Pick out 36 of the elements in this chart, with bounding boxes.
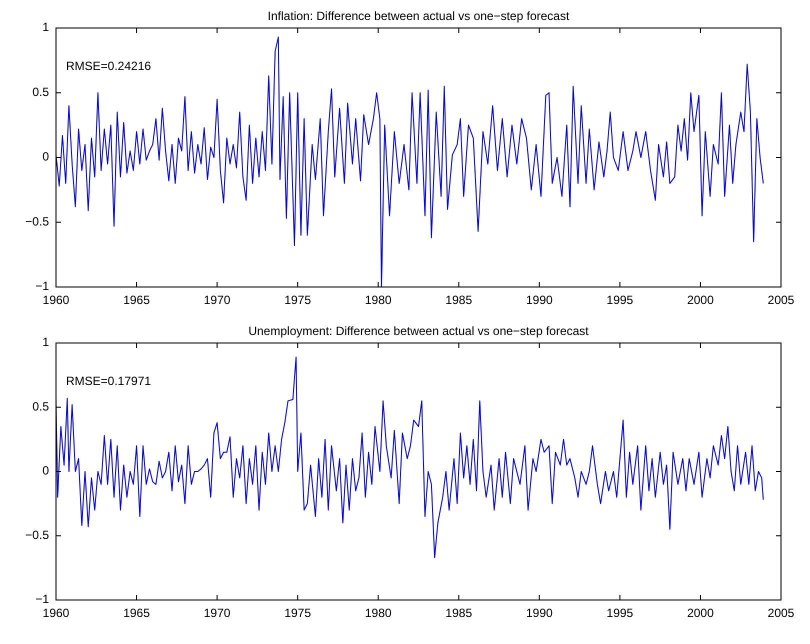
x-tick-label: 1980: [364, 606, 392, 620]
y-tick-label: −0.5: [25, 528, 50, 542]
x-tick-label: 1965: [123, 293, 150, 307]
x-tick-label: 2005: [768, 293, 795, 307]
line-series: [56, 36, 764, 288]
y-tick-label: 0: [42, 464, 50, 478]
x-tick-label: 2000: [687, 606, 714, 620]
annotation: RMSE=0.17971: [66, 374, 152, 388]
x-tick-label: 1995: [606, 293, 634, 307]
x-tick-label: 2005: [768, 606, 795, 620]
x-tick-label: 1960: [42, 606, 70, 620]
y-tick-label: 1: [42, 20, 50, 34]
x-tick-label: 1995: [606, 606, 634, 620]
x-tick-label: 1990: [526, 606, 554, 620]
x-tick-label: 1970: [204, 293, 231, 307]
x-tick-label: 1990: [526, 293, 554, 307]
annotation: RMSE=0.24216: [66, 59, 152, 73]
y-tick-label: 0.5: [32, 399, 50, 414]
chart-title: Inflation: Difference between actual vs one−step forecast: [268, 9, 570, 23]
y-tick-label: 0.5: [32, 84, 50, 99]
x-tick-label: 1985: [445, 606, 472, 620]
y-tick-label: −1: [35, 592, 50, 606]
x-tick-label: 1960: [42, 293, 70, 307]
x-tick-label: 1970: [204, 606, 231, 620]
x-tick-label: 1965: [123, 606, 150, 620]
x-tick-label: 1975: [284, 293, 312, 307]
x-tick-label: 1980: [364, 293, 392, 307]
chart-title: Unemployment: Difference between actual vs one−step forecast: [248, 324, 590, 338]
x-tick-label: 1975: [284, 606, 312, 620]
y-tick-label: −1: [35, 279, 50, 293]
x-tick-label: 2000: [687, 293, 714, 307]
x-tick-label: 1985: [445, 293, 472, 307]
y-tick-label: 0: [42, 150, 50, 164]
line-series: [56, 356, 764, 558]
y-tick-label: 1: [42, 335, 50, 349]
y-tick-label: −0.5: [25, 214, 50, 228]
